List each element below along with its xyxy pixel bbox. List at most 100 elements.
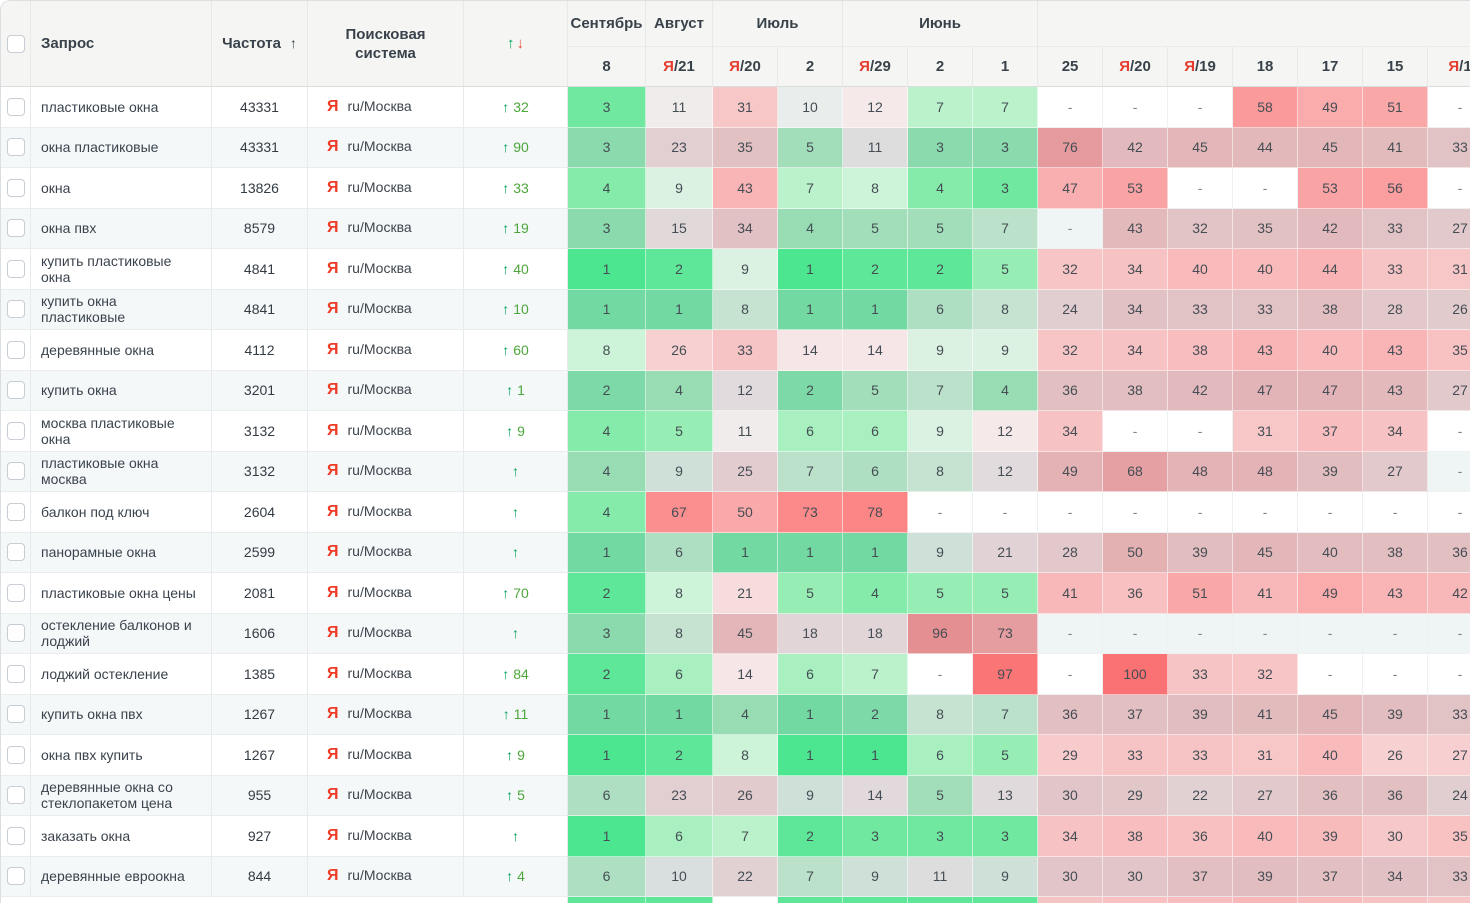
row-checkbox[interactable] bbox=[6, 97, 25, 116]
position-cell[interactable]: 49 bbox=[1038, 451, 1104, 492]
position-cell[interactable]: 4 bbox=[568, 492, 646, 533]
position-cell[interactable]: 36 bbox=[1103, 573, 1169, 614]
position-cell[interactable]: - bbox=[973, 492, 1039, 533]
position-cell[interactable]: 2 bbox=[908, 249, 973, 290]
position-cell[interactable]: 4 bbox=[778, 208, 843, 249]
position-cell[interactable]: 1 bbox=[843, 735, 908, 776]
position-cell[interactable]: 6 bbox=[646, 532, 713, 573]
position-cell[interactable]: 4 bbox=[713, 694, 778, 735]
date-header[interactable]: Я/29 bbox=[843, 47, 908, 87]
position-cell[interactable]: 11 bbox=[713, 411, 778, 452]
position-cell[interactable]: 53 bbox=[1298, 168, 1364, 209]
position-cell[interactable]: 36 bbox=[1103, 897, 1169, 903]
position-cell[interactable]: 6 bbox=[568, 775, 646, 816]
position-cell[interactable]: 32 bbox=[1038, 249, 1104, 290]
position-cell[interactable]: 2 bbox=[843, 249, 908, 290]
position-cell[interactable]: 3 bbox=[568, 208, 646, 249]
date-header[interactable]: 2 bbox=[778, 47, 843, 87]
row-checkbox[interactable] bbox=[6, 745, 25, 764]
position-cell[interactable]: 31 bbox=[1428, 249, 1470, 290]
position-cell[interactable]: 4 bbox=[568, 411, 646, 452]
position-cell[interactable]: 1 bbox=[778, 289, 843, 330]
position-cell[interactable]: 11 bbox=[843, 127, 908, 168]
position-cell[interactable]: 11 bbox=[646, 87, 713, 128]
position-cell[interactable]: 33 bbox=[1168, 654, 1234, 695]
position-cell[interactable]: 39 bbox=[1168, 694, 1234, 735]
position-cell[interactable]: 33 bbox=[1168, 289, 1234, 330]
position-cell[interactable]: 33 bbox=[1363, 249, 1429, 290]
position-cell[interactable]: 50 bbox=[1103, 532, 1169, 573]
position-cell[interactable]: 3 bbox=[843, 816, 908, 857]
position-cell[interactable]: 36 bbox=[1038, 694, 1104, 735]
position-cell[interactable]: 30 bbox=[1363, 816, 1429, 857]
position-cell[interactable]: 45 bbox=[713, 613, 778, 654]
position-cell[interactable]: 34 bbox=[1103, 289, 1169, 330]
position-cell[interactable]: 96 bbox=[908, 613, 973, 654]
row-checkbox[interactable] bbox=[6, 543, 25, 562]
position-cell[interactable]: 37 bbox=[1298, 856, 1364, 897]
position-cell[interactable]: 2 bbox=[778, 897, 843, 903]
position-cell[interactable]: 37 bbox=[1298, 411, 1364, 452]
position-cell[interactable]: - bbox=[1168, 87, 1234, 128]
position-cell[interactable]: 4 bbox=[568, 451, 646, 492]
column-header-query[interactable]: Запрос bbox=[31, 1, 212, 87]
position-cell[interactable]: 18 bbox=[778, 613, 843, 654]
position-cell[interactable]: 2 bbox=[646, 897, 713, 903]
position-cell[interactable]: 2 bbox=[843, 694, 908, 735]
position-cell[interactable]: 38 bbox=[1103, 816, 1169, 857]
position-cell[interactable]: - bbox=[1233, 168, 1299, 209]
position-cell[interactable]: 56 bbox=[1363, 168, 1429, 209]
position-cell[interactable]: 49 bbox=[1298, 573, 1364, 614]
date-header[interactable]: 1 bbox=[973, 47, 1039, 87]
position-cell[interactable]: 1 bbox=[778, 532, 843, 573]
position-cell[interactable]: 40 bbox=[1168, 249, 1234, 290]
position-cell[interactable]: 48 bbox=[1233, 451, 1299, 492]
position-cell[interactable]: 1 bbox=[568, 816, 646, 857]
query-text[interactable]: остекление балконов и лоджий bbox=[41, 617, 192, 650]
position-cell[interactable]: 31 bbox=[1233, 411, 1299, 452]
position-cell[interactable]: 3 bbox=[973, 127, 1039, 168]
position-cell[interactable]: - bbox=[1038, 492, 1104, 533]
position-cell[interactable]: 2 bbox=[646, 735, 713, 776]
position-cell[interactable]: 7 bbox=[973, 694, 1039, 735]
select-all-checkbox[interactable] bbox=[6, 34, 25, 53]
query-text[interactable]: балкон под ключ bbox=[41, 503, 150, 520]
position-cell[interactable]: 22 bbox=[713, 856, 778, 897]
position-cell[interactable]: 39 bbox=[1363, 694, 1429, 735]
query-text[interactable]: купить окна bbox=[41, 382, 117, 399]
position-cell[interactable]: 8 bbox=[713, 735, 778, 776]
position-cell[interactable]: 97 bbox=[973, 654, 1039, 695]
position-cell[interactable]: 76 bbox=[1038, 127, 1104, 168]
position-cell[interactable]: 2 bbox=[843, 897, 908, 903]
position-cell[interactable]: 32 bbox=[1168, 208, 1234, 249]
query-text[interactable]: купить окна пластиковые bbox=[41, 293, 126, 326]
position-cell[interactable]: 10 bbox=[646, 856, 713, 897]
position-cell[interactable]: 35 bbox=[1233, 208, 1299, 249]
position-cell[interactable]: 40 bbox=[1298, 330, 1364, 371]
position-cell[interactable]: 1 bbox=[778, 735, 843, 776]
position-cell[interactable]: - bbox=[713, 897, 778, 903]
position-cell[interactable]: 49 bbox=[1298, 87, 1364, 128]
position-cell[interactable]: 45 bbox=[1298, 694, 1364, 735]
position-cell[interactable]: 41 bbox=[1363, 127, 1429, 168]
position-cell[interactable]: 3 bbox=[973, 816, 1039, 857]
position-cell[interactable]: - bbox=[1168, 411, 1234, 452]
position-cell[interactable]: 14 bbox=[778, 330, 843, 371]
row-checkbox[interactable] bbox=[6, 624, 25, 643]
position-cell[interactable]: 33 bbox=[1428, 694, 1470, 735]
position-cell[interactable]: 53 bbox=[1103, 168, 1169, 209]
position-cell[interactable]: 25 bbox=[713, 451, 778, 492]
position-cell[interactable]: 18 bbox=[843, 613, 908, 654]
row-checkbox[interactable] bbox=[6, 867, 25, 886]
position-cell[interactable]: - bbox=[1298, 613, 1364, 654]
position-cell[interactable]: 41 bbox=[1233, 573, 1299, 614]
position-cell[interactable]: - bbox=[1038, 208, 1104, 249]
position-cell[interactable]: 43 bbox=[1363, 370, 1429, 411]
position-cell[interactable]: 2 bbox=[973, 897, 1039, 903]
query-text[interactable]: деревянные окна со стеклопакетом цена bbox=[41, 779, 173, 812]
position-cell[interactable]: 5 bbox=[973, 573, 1039, 614]
position-cell[interactable]: 5 bbox=[778, 127, 843, 168]
position-cell[interactable]: 43 bbox=[1363, 573, 1429, 614]
row-checkbox[interactable] bbox=[6, 502, 25, 521]
position-cell[interactable]: 6 bbox=[843, 411, 908, 452]
